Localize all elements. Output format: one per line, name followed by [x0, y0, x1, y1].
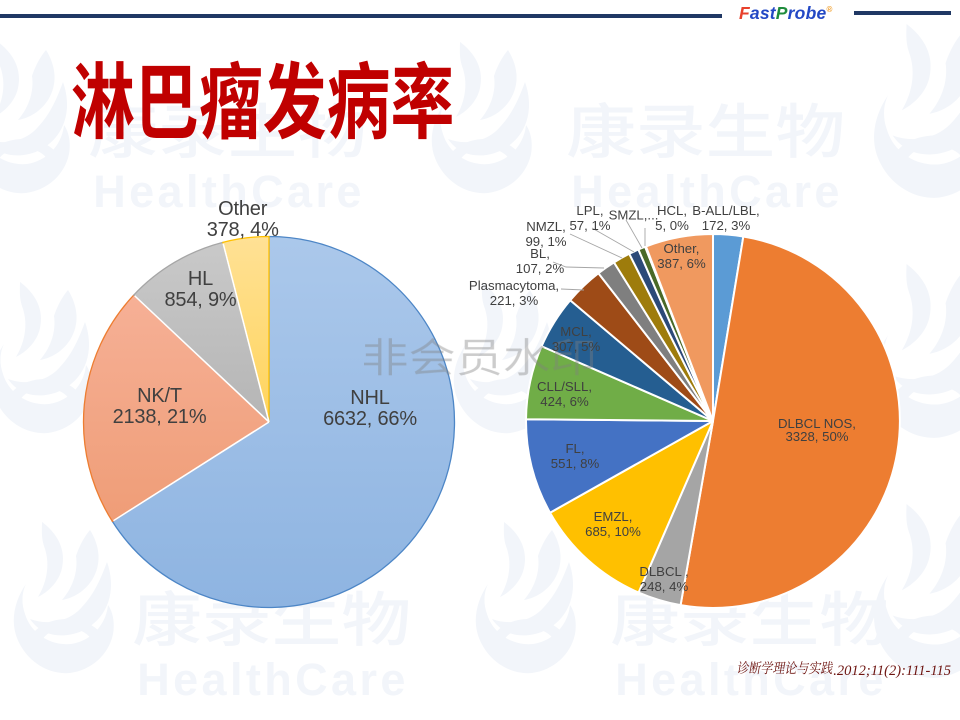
svg-text:.2012;11(2):111-115: .2012;11(2):111-115 [833, 663, 951, 679]
